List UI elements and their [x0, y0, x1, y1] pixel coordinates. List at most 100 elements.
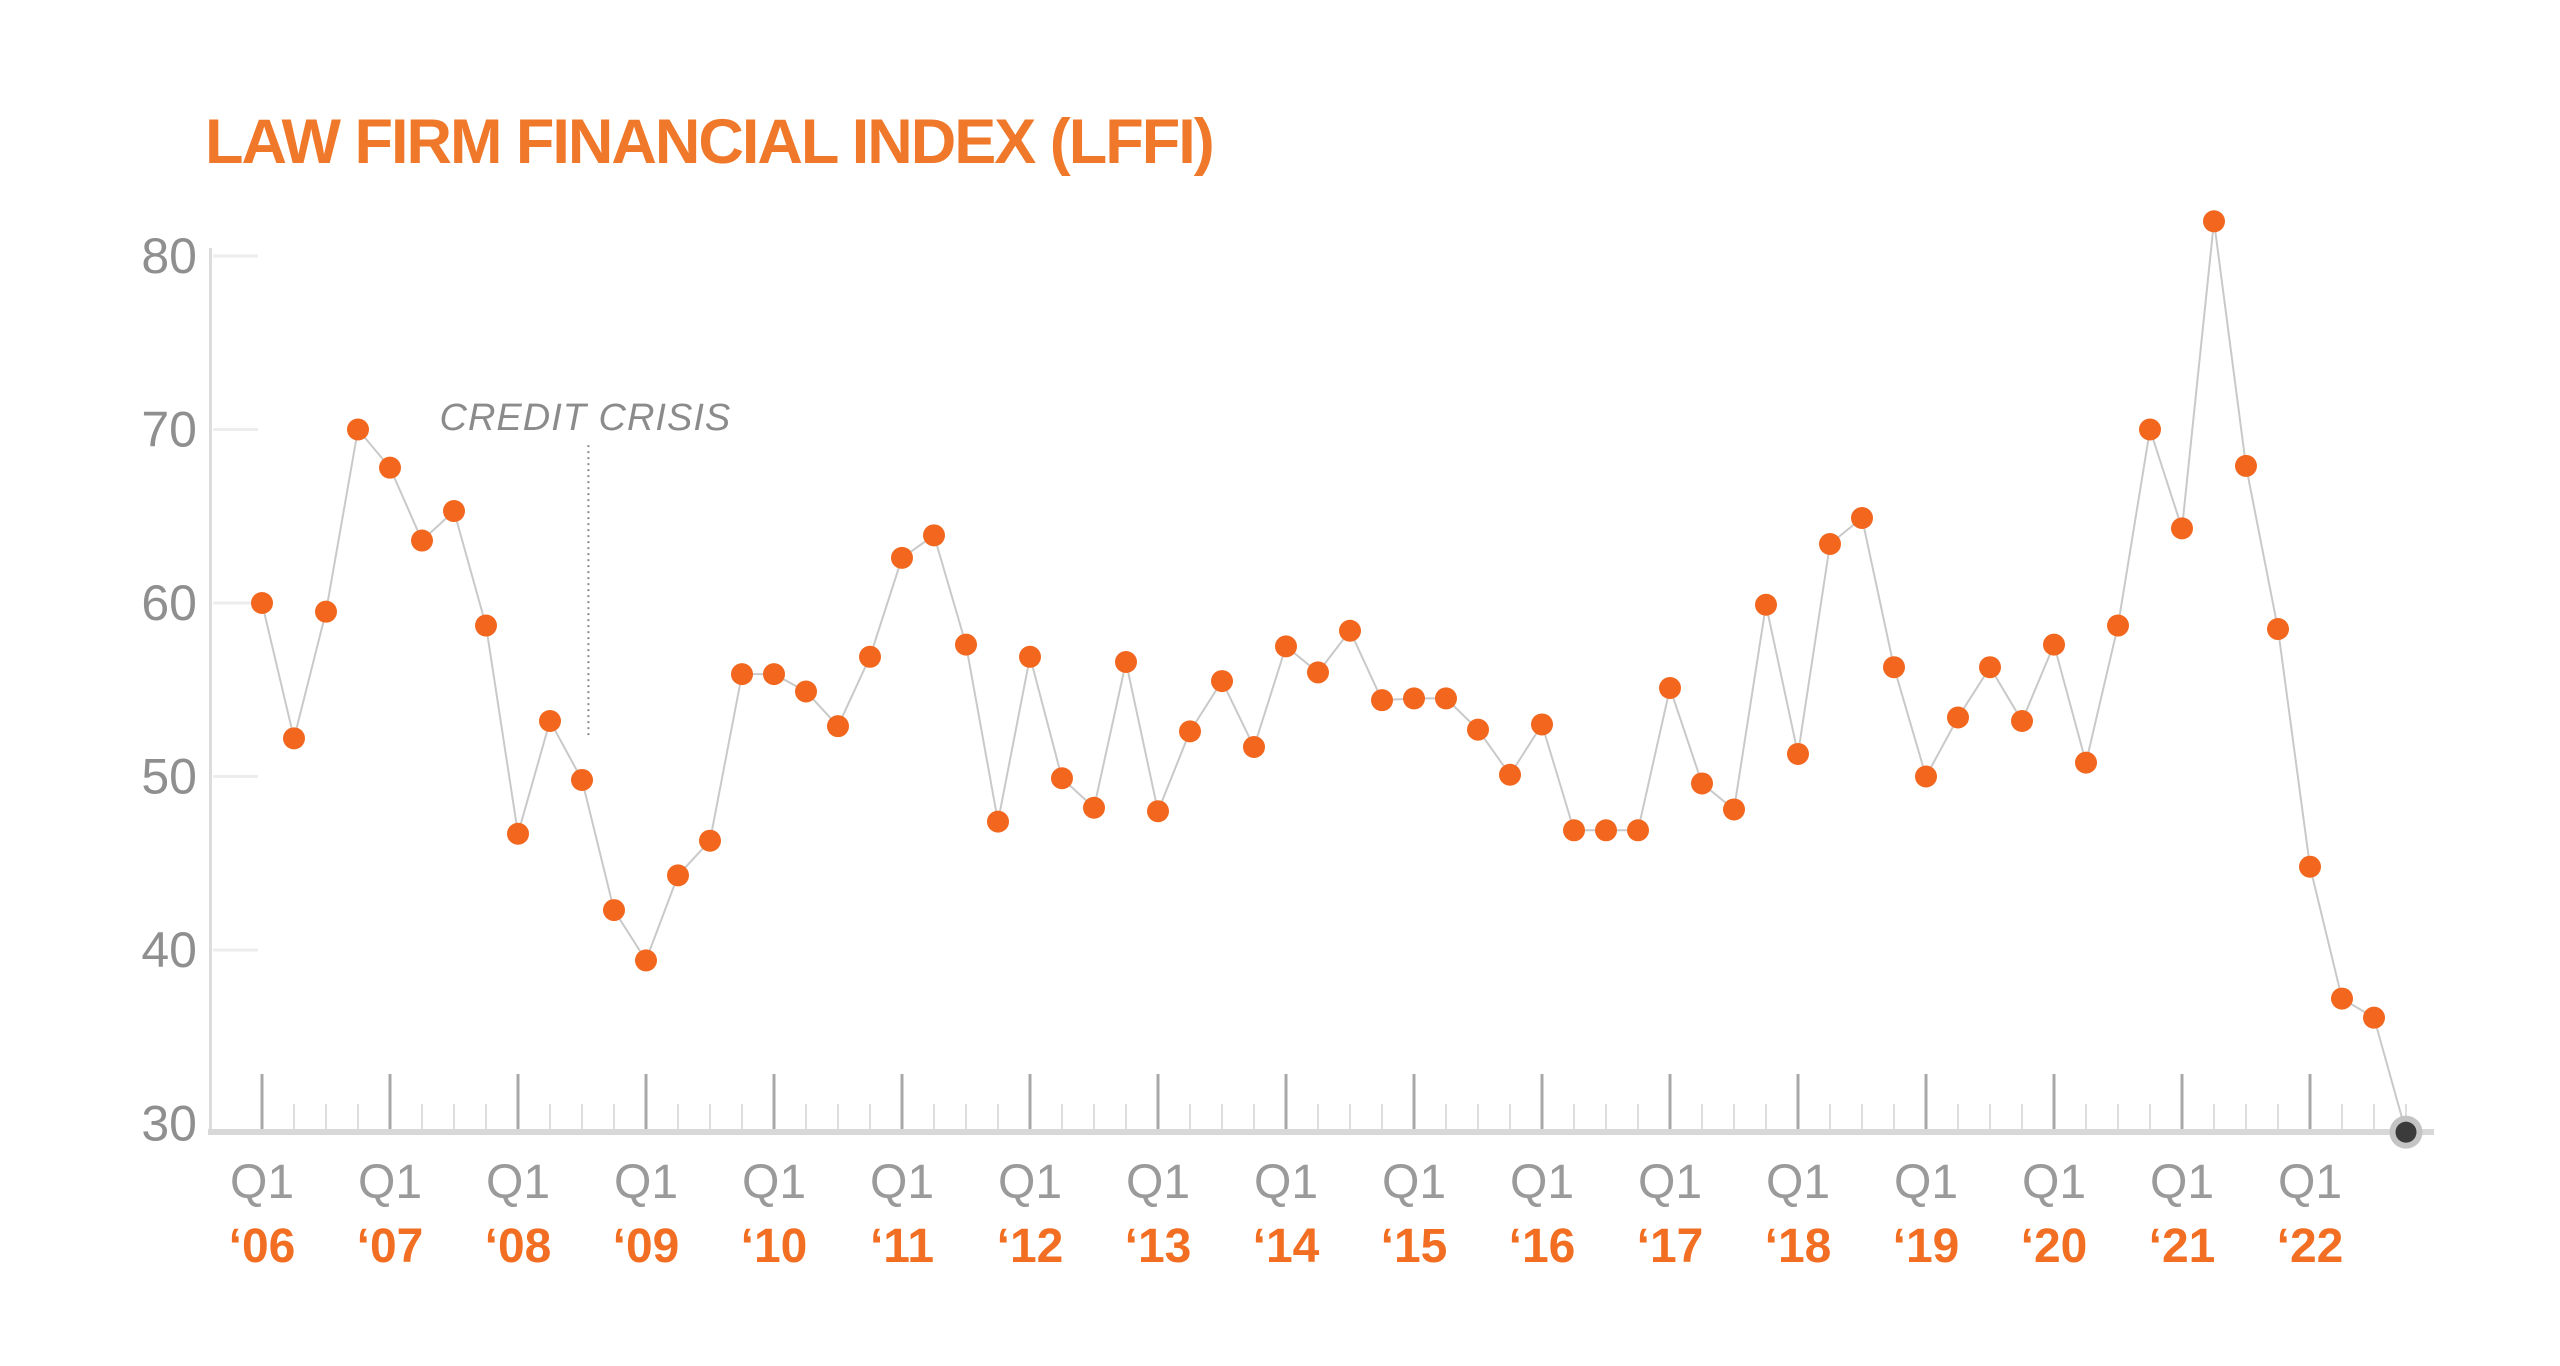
y-tick-label: 50 [141, 749, 197, 805]
data-point [1883, 656, 1905, 679]
data-point [1211, 670, 1233, 693]
data-point [1499, 763, 1521, 786]
y-axis-inner-ticks [213, 254, 258, 952]
q1-label: Q1 [1766, 1156, 1830, 1209]
data-point [315, 600, 337, 623]
data-point [1531, 713, 1553, 736]
data-point [1947, 706, 1969, 729]
data-point [571, 768, 593, 791]
data-point [827, 715, 849, 738]
credit-crisis-annotation: CREDIT CRISIS [440, 397, 732, 739]
data-point [2203, 210, 2225, 233]
data-point [603, 899, 625, 922]
data-point [987, 810, 1009, 833]
q1-label: Q1 [1126, 1156, 1190, 1209]
data-point [763, 663, 785, 686]
data-point [635, 949, 657, 972]
data-point [955, 633, 977, 656]
q1-label: Q1 [2022, 1156, 2086, 1209]
year-label: ‘07 [357, 1220, 424, 1273]
year-label: ‘11 [870, 1220, 934, 1273]
q1-label: Q1 [1382, 1156, 1446, 1209]
data-point [1083, 796, 1105, 819]
data-point [1051, 767, 1073, 790]
year-label: ‘10 [741, 1220, 808, 1273]
data-point [1147, 800, 1169, 823]
data-point [2363, 1006, 2385, 1029]
y-tick-label: 30 [141, 1096, 197, 1152]
data-point [731, 663, 753, 686]
year-label: ‘16 [1509, 1220, 1576, 1273]
year-label: ‘15 [1381, 1220, 1448, 1273]
q1-label: Q1 [1894, 1156, 1958, 1209]
data-point [1019, 645, 1041, 668]
data-point [2171, 517, 2193, 540]
data-point [1723, 798, 1745, 821]
data-point [1403, 687, 1425, 710]
q1-label: Q1 [870, 1156, 934, 1209]
data-point [1243, 736, 1265, 759]
q1-label: Q1 [1638, 1156, 1702, 1209]
data-point [795, 680, 817, 703]
year-label: ‘21 [2149, 1220, 2216, 1273]
data-point [2267, 618, 2289, 641]
data-point [859, 645, 881, 668]
data-point [283, 727, 305, 750]
data-point [379, 456, 401, 479]
q1-label: Q1 [2150, 1156, 2214, 1209]
data-point [443, 500, 465, 523]
y-tick-label: 60 [141, 575, 197, 631]
year-label: ‘14 [1253, 1220, 1320, 1273]
data-point [2107, 614, 2129, 637]
q1-label: Q1 [486, 1156, 550, 1209]
data-point [2011, 709, 2033, 732]
q1-label: Q1 [742, 1156, 806, 1209]
data-points [251, 210, 2423, 1149]
data-point [1275, 635, 1297, 658]
year-label: ‘12 [997, 1220, 1064, 1273]
data-point [1979, 656, 2001, 679]
credit-crisis-label: CREDIT CRISIS [440, 397, 732, 439]
q1-label: Q1 [614, 1156, 678, 1209]
y-tick-label: 80 [141, 228, 197, 284]
data-point [923, 524, 945, 547]
q1-label: Q1 [1510, 1156, 1574, 1209]
data-point [347, 418, 369, 441]
data-point [891, 546, 913, 569]
series-line [261, 221, 2407, 1133]
data-point [1467, 718, 1489, 741]
data-point [251, 592, 273, 614]
data-point [699, 829, 721, 852]
data-point [1915, 765, 1937, 788]
data-point [1563, 819, 1585, 842]
year-label: ‘22 [2277, 1220, 2344, 1273]
data-point [2299, 855, 2321, 878]
final-data-point [2395, 1121, 2417, 1143]
y-axis-labels: 30 40 50 60 70 80 [141, 228, 197, 1152]
q1-label: Q1 [358, 1156, 422, 1209]
y-tick-label: 70 [141, 402, 197, 458]
data-point [1339, 619, 1361, 642]
data-point [1627, 819, 1649, 842]
year-label: ‘20 [2021, 1220, 2088, 1273]
q1-label: Q1 [230, 1156, 294, 1209]
data-point [1755, 593, 1777, 616]
data-point [1851, 506, 1873, 529]
data-point [1115, 650, 1137, 673]
year-label: ‘06 [229, 1220, 296, 1273]
data-point [2043, 633, 2065, 656]
data-point [475, 614, 497, 637]
q1-label: Q1 [2278, 1156, 2342, 1209]
q1-label: Q1 [998, 1156, 1062, 1209]
data-point [1179, 720, 1201, 743]
data-point [1787, 742, 1809, 765]
data-point [1819, 533, 1841, 556]
data-point [507, 822, 529, 845]
data-point [1659, 677, 1681, 700]
x-axis-year-labels: ‘06 ‘07 ‘08 ‘09 ‘10 ‘11 ‘12 ‘13 ‘14 ‘15 ‘16 ‘17 ‘18 ‘… [229, 1220, 2344, 1273]
data-point [2139, 418, 2161, 441]
y-tick-label: 40 [141, 922, 197, 978]
chart-title: LAW FIRM FINANCIAL INDEX (LFFI) [205, 107, 1213, 177]
